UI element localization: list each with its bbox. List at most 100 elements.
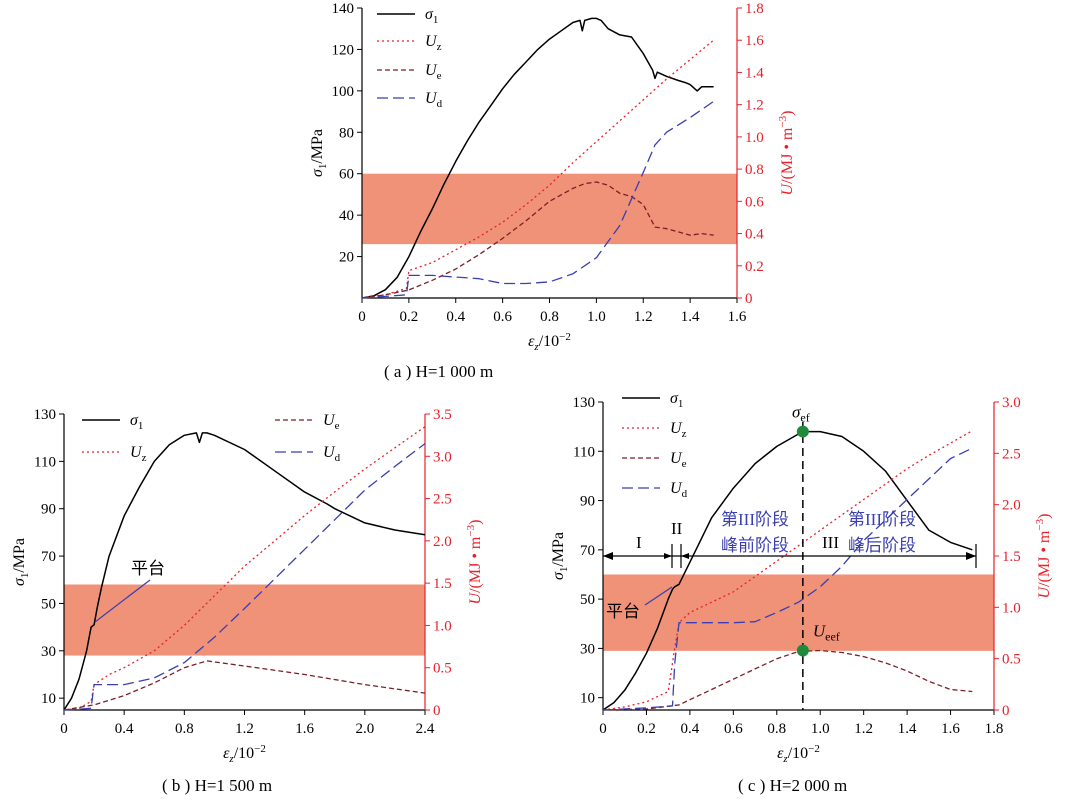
y-right-tick-label: 0.2 <box>745 259 764 275</box>
y-left-tick-label: 10 <box>580 691 595 707</box>
x-tick-label: 1.2 <box>854 721 873 737</box>
y-right-tick-label: 3.0 <box>433 449 452 465</box>
x-tick-label: 0.4 <box>115 721 134 737</box>
y-right-axis-title: U/(MJ • m−3) <box>465 520 484 605</box>
series-line-Uz <box>63 426 426 711</box>
y-left-tick-label: 40 <box>339 208 354 224</box>
x-tick-label: 0.6 <box>493 309 512 325</box>
y-left-tick-label: 60 <box>339 167 354 183</box>
legend-label-Uz: Uz <box>130 444 147 464</box>
y-right-tick-label: 1.0 <box>433 618 452 634</box>
x-tick-label: 0 <box>60 721 68 737</box>
x-tick-label: 0.8 <box>540 309 559 325</box>
x-tick-label: 1.6 <box>295 721 314 737</box>
legend-label-Ud: Ud <box>425 90 443 110</box>
peak-stress-label: σef <box>792 403 810 425</box>
x-tick-label: 0 <box>599 721 607 737</box>
series-line-Ud <box>63 443 426 711</box>
stage-label-1: I <box>636 533 642 552</box>
legend-label-Uz: Uz <box>425 33 442 53</box>
y-right-tick-label: 1.8 <box>745 1 764 17</box>
y-left-tick-label: 110 <box>573 444 595 460</box>
platform-annotation: 平台 <box>606 602 640 621</box>
peak-energy-label: Ueef <box>813 621 840 643</box>
x-tick-label: 0.6 <box>724 721 743 737</box>
series-line-Ue <box>602 649 973 711</box>
x-tick-label: 1.2 <box>235 721 254 737</box>
chart-panel-c: 0 0.2 0.4 0.6 0.8 1.0 1.2 1.4 1.6 1.8 10 30 50 70 90 11… <box>550 390 1053 765</box>
series-line-Ue <box>63 660 426 711</box>
caption-c-text: ( c ) H=2 000 m <box>738 776 848 795</box>
stage-label-2: II <box>671 519 683 538</box>
peak-stress-marker <box>796 425 809 438</box>
y-right-tick-label: 2.5 <box>433 492 452 508</box>
pre-peak-stage-sublabel: 峰前阶段 <box>721 536 789 555</box>
y-right-tick-label: 2.5 <box>1002 446 1021 462</box>
x-tick-label: 0 <box>358 309 366 325</box>
x-axis-title: εz/10−2 <box>777 743 820 765</box>
y-right-tick-label: 1.2 <box>745 98 764 114</box>
y-left-tick-label: 50 <box>580 592 595 608</box>
x-tick-label: 1.6 <box>728 309 747 325</box>
x-tick-label: 1.4 <box>681 309 700 325</box>
y-left-tick-label: 70 <box>580 543 595 559</box>
legend-label-Ud: Ud <box>670 480 688 500</box>
y-left-tick-label: 100 <box>332 84 355 100</box>
series-line-sigma <box>602 430 973 711</box>
y-left-tick-label: 30 <box>41 644 56 660</box>
y-right-tick-label: 0 <box>433 703 441 719</box>
y-left-tick-label: 80 <box>339 125 354 141</box>
y-right-axis-title: U/(MJ • m−3) <box>777 111 796 196</box>
y-left-axis-title: σ1/MPa <box>309 129 329 177</box>
y-right-tick-label: 1.0 <box>1002 600 1021 616</box>
y-left-tick-label: 130 <box>34 407 57 423</box>
y-left-tick-label: 90 <box>41 502 56 518</box>
y-right-tick-label: 2.0 <box>1002 498 1021 514</box>
caption-c: ( c ) H=2 000 m <box>738 776 847 796</box>
x-tick-label: 1.2 <box>634 309 653 325</box>
y-right-tick-label: 2.0 <box>433 534 452 550</box>
post-peak-stage-label: 第III阶段 <box>848 510 916 529</box>
y-left-tick-label: 130 <box>573 395 596 411</box>
y-left-tick-label: 30 <box>580 641 595 657</box>
caption-b: ( b ) H=1 500 m <box>162 776 272 796</box>
stage-arrow-head <box>681 553 689 559</box>
y-right-tick-label: 0 <box>745 291 753 307</box>
y-right-tick-label: 3.5 <box>433 407 452 423</box>
x-tick-label: 0.4 <box>681 721 700 737</box>
shaded-band <box>362 173 737 245</box>
x-tick-label: 1.8 <box>985 721 1004 737</box>
y-right-tick-label: 0.5 <box>1002 652 1021 668</box>
x-tick-label: 0.2 <box>400 309 419 325</box>
chart-panel-b: 0 0.4 0.8 1.2 1.6 2.0 2.4 10 30 50 70 90 110 130 0 0.5 1… <box>11 407 484 765</box>
y-left-tick-label: 120 <box>332 42 355 58</box>
y-left-tick-label: 10 <box>41 691 56 707</box>
y-left-tick-label: 140 <box>332 1 355 17</box>
x-tick-label: 2.4 <box>416 721 435 737</box>
caption-a-text: ( a ) H=1 000 m <box>384 362 494 381</box>
x-tick-label: 1.0 <box>587 309 606 325</box>
stage-arrow-head <box>664 553 672 559</box>
y-right-tick-label: 1.5 <box>1002 549 1021 565</box>
y-right-tick-label: 1.5 <box>433 576 452 592</box>
platform-leader-line <box>644 586 673 606</box>
x-tick-label: 1.4 <box>898 721 917 737</box>
series-line-Uz <box>361 39 715 299</box>
legend-label-sigma: σ1 <box>670 390 683 410</box>
y-left-tick-label: 20 <box>339 250 354 266</box>
x-tick-label: 2.0 <box>355 721 374 737</box>
y-left-tick-label: 110 <box>34 454 56 470</box>
y-left-axis-title: σ1/MPa <box>11 538 31 586</box>
series-line-Ud <box>361 100 714 299</box>
y-right-tick-label: 0.6 <box>745 194 764 210</box>
shaded-band <box>64 584 425 656</box>
y-right-tick-label: 1.6 <box>745 33 764 49</box>
legend-label-Ue: Ue <box>670 450 687 470</box>
y-left-tick-label: 90 <box>580 494 595 510</box>
y-right-tick-label: 0.4 <box>745 227 764 243</box>
x-axis-title: εz/10−2 <box>528 331 571 353</box>
y-right-tick-label: 0.5 <box>433 661 452 677</box>
caption-a: ( a ) H=1 000 m <box>384 362 493 382</box>
pre-peak-stage-label: 第III阶段 <box>721 510 789 529</box>
shaded-band <box>603 574 994 651</box>
